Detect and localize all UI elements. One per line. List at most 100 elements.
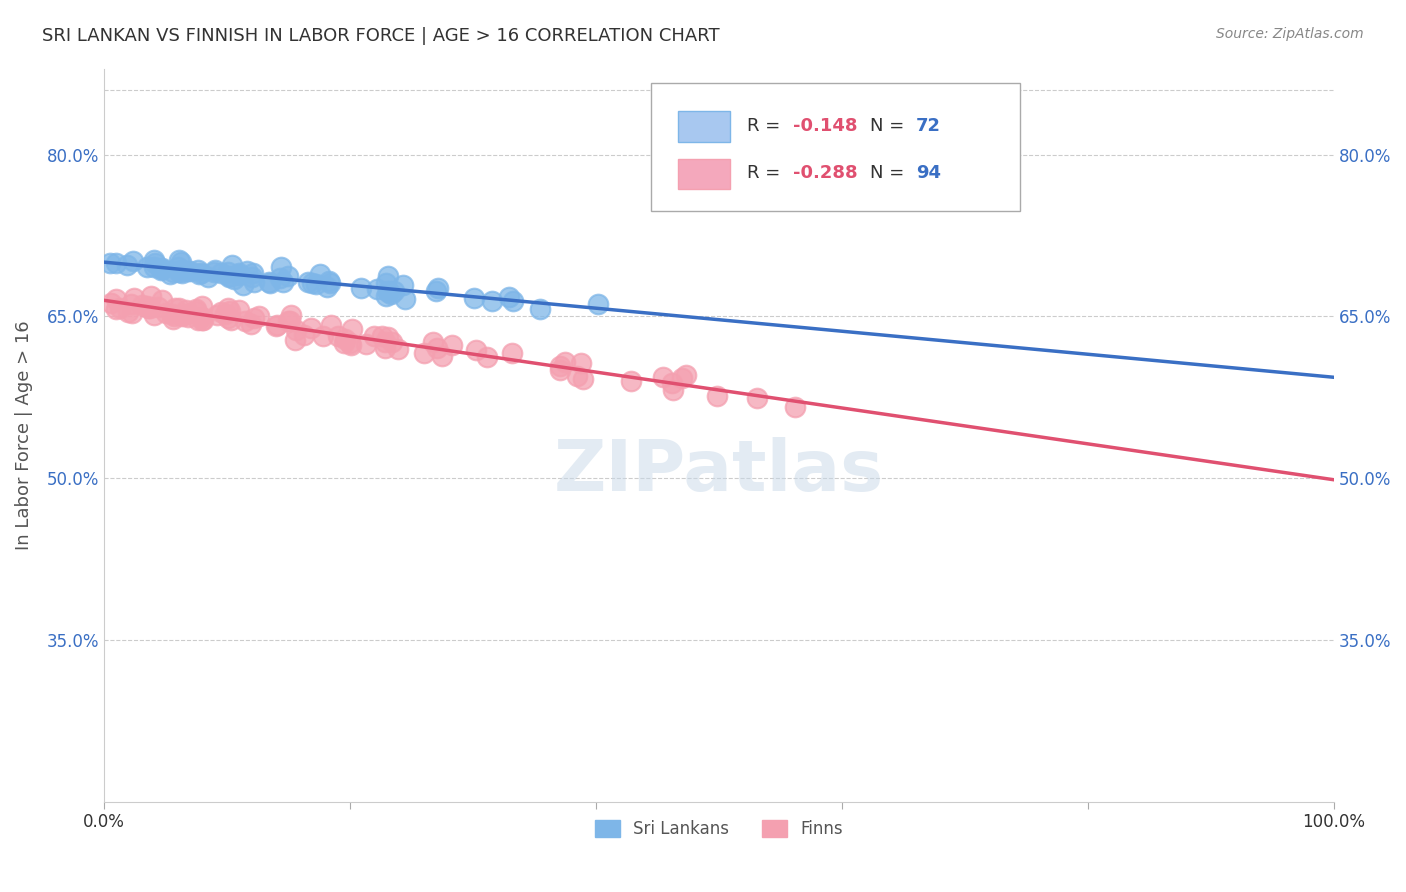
Finns (219, 313, 242, 327)
Sri Lankans (259, 277, 281, 291)
Finns (155, 306, 177, 320)
Finns (150, 293, 173, 307)
Sri Lankans (197, 269, 219, 284)
Finns (312, 329, 335, 343)
Sri Lankans (301, 277, 323, 291)
Finns (475, 350, 498, 364)
Sri Lankans (228, 266, 250, 280)
Finns (165, 301, 187, 315)
Sri Lankans (240, 270, 263, 285)
Sri Lankans (176, 264, 198, 278)
Sri Lankans (377, 268, 399, 283)
Finns (191, 313, 214, 327)
Sri Lankans (170, 263, 193, 277)
Sri Lankans (152, 261, 174, 276)
Sri Lankans (142, 253, 165, 268)
Finns (100, 296, 122, 310)
Finns (104, 292, 127, 306)
Finns (184, 301, 207, 316)
Finns (174, 302, 197, 317)
Sri Lankans (374, 276, 396, 290)
Finns (284, 323, 307, 337)
Sri Lankans (222, 271, 245, 285)
Finns (163, 309, 186, 323)
Finns (191, 312, 214, 326)
Finns (121, 306, 143, 320)
Finns (243, 310, 266, 325)
Finns (501, 346, 523, 360)
Sri Lankans (167, 260, 190, 275)
Finns (333, 332, 356, 346)
Finns (217, 301, 239, 316)
Finns (266, 318, 288, 333)
Text: R =: R = (747, 164, 786, 182)
Sri Lankans (202, 265, 225, 279)
Sri Lankans (297, 275, 319, 289)
Sri Lankans (271, 275, 294, 289)
Finns (675, 368, 697, 382)
Sri Lankans (366, 281, 388, 295)
Text: N =: N = (870, 164, 910, 182)
Sri Lankans (187, 267, 209, 281)
Finns (567, 368, 589, 383)
FancyBboxPatch shape (678, 111, 730, 142)
Finns (412, 346, 434, 360)
Finns (247, 310, 270, 324)
Finns (371, 328, 394, 343)
Finns (441, 337, 464, 351)
Sri Lankans (498, 289, 520, 303)
Finns (340, 338, 363, 352)
Finns (117, 305, 139, 319)
Sri Lankans (425, 284, 447, 298)
Finns (135, 299, 157, 313)
Sri Lankans (232, 277, 254, 292)
Text: ZIPatlas: ZIPatlas (554, 437, 884, 506)
Sri Lankans (502, 294, 524, 309)
Text: -0.148: -0.148 (793, 117, 858, 135)
Finns (422, 335, 444, 350)
Sri Lankans (136, 260, 159, 275)
Finns (387, 342, 409, 356)
Y-axis label: In Labor Force | Age > 16: In Labor Force | Age > 16 (15, 320, 32, 549)
Finns (284, 333, 307, 347)
Sri Lankans (121, 254, 143, 268)
Sri Lankans (481, 293, 503, 308)
Sri Lankans (309, 267, 332, 281)
Sri Lankans (384, 284, 406, 298)
Sri Lankans (392, 278, 415, 293)
Finns (170, 308, 193, 322)
Sri Lankans (375, 289, 398, 303)
Sri Lankans (228, 268, 250, 282)
Sri Lankans (170, 255, 193, 269)
Sri Lankans (204, 262, 226, 277)
Finns (326, 329, 349, 343)
Finns (177, 310, 200, 325)
Sri Lankans (159, 267, 181, 281)
Finns (747, 392, 769, 406)
Sri Lankans (316, 280, 339, 294)
Finns (187, 312, 209, 326)
Finns (381, 334, 404, 349)
Finns (191, 299, 214, 313)
Sri Lankans (218, 269, 240, 284)
Finns (671, 371, 693, 385)
Finns (139, 301, 162, 315)
Finns (122, 291, 145, 305)
Sri Lankans (257, 276, 280, 290)
Sri Lankans (150, 260, 173, 275)
Finns (264, 318, 287, 333)
Sri Lankans (350, 281, 373, 295)
Sri Lankans (380, 286, 402, 301)
Finns (143, 309, 166, 323)
Finns (214, 307, 236, 321)
Finns (278, 314, 301, 328)
Text: 94: 94 (915, 164, 941, 182)
Finns (136, 301, 159, 316)
Finns (785, 401, 807, 415)
Finns (108, 301, 131, 316)
Finns (162, 312, 184, 326)
Finns (377, 330, 399, 344)
Finns (184, 304, 207, 318)
Sri Lankans (377, 285, 399, 300)
Finns (374, 335, 396, 350)
